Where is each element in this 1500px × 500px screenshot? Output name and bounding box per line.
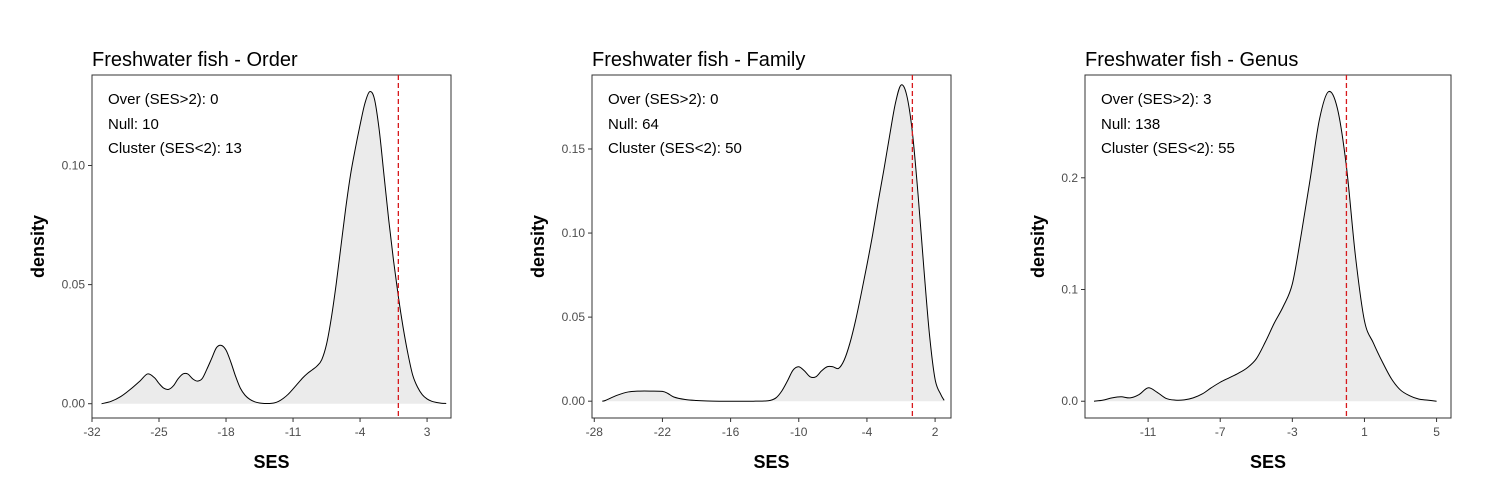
annotation-null: Null: 10: [108, 116, 159, 133]
annotation-over: Over (SES>2): 0: [608, 91, 718, 108]
density-curve: [1093, 90, 1437, 402]
x-tick-label: -32: [83, 425, 101, 439]
y-tick-label: 0.05: [62, 278, 86, 292]
panel-title: Freshwater fish - Family: [592, 49, 805, 71]
y-axis: 0.00 0.05 0.10 0.15: [562, 142, 592, 408]
y-tick-label: 0.0: [1061, 394, 1078, 408]
x-tick-label: -10: [790, 425, 808, 439]
panel-genus: Freshwater fish - Genus -11 -7 -3 1 5 0.0 0.1…: [1028, 49, 1452, 472]
x-axis: -32 -25 -18 -11 -4 3: [83, 418, 431, 439]
panel-title: Freshwater fish - Genus: [1085, 49, 1298, 71]
density-area: [1094, 91, 1437, 402]
x-tick-label: -3: [1287, 425, 1298, 439]
panel-order: Freshwater fish - Order -32 -25 -18 -11 -4 3 …: [28, 49, 452, 472]
x-tick-label: -16: [722, 425, 740, 439]
y-tick-label: 0.05: [562, 310, 586, 324]
y-axis: 0.00 0.05 0.10: [62, 159, 92, 411]
x-tick-label: 1: [1361, 425, 1368, 439]
x-tick-label: -18: [217, 425, 235, 439]
x-axis: -11 -7 -3 1 5: [1140, 418, 1440, 439]
x-tick-label: -11: [1140, 425, 1157, 439]
x-tick-label: -28: [586, 425, 604, 439]
y-tick-label: 0.2: [1061, 171, 1078, 185]
density-curve: [602, 84, 945, 402]
annotation-cluster: Cluster (SES<2): 50: [608, 140, 742, 157]
y-axis-title: density: [28, 215, 48, 278]
x-tick-label: -11: [285, 425, 302, 439]
y-tick-label: 0.1: [1061, 283, 1078, 297]
annotation-over: Over (SES>2): 0: [108, 91, 218, 108]
annotation-cluster: Cluster (SES<2): 13: [108, 140, 242, 157]
density-area: [602, 84, 945, 402]
x-tick-label: -25: [150, 425, 168, 439]
y-tick-label: 0.15: [562, 142, 586, 156]
y-axis-title: density: [528, 215, 548, 278]
annotation-over: Over (SES>2): 3: [1101, 91, 1211, 108]
density-curve: [101, 90, 447, 405]
x-axis-title: SES: [753, 452, 789, 472]
y-tick-label: 0.10: [62, 159, 86, 173]
x-tick-label: -22: [654, 425, 672, 439]
x-tick-label: 2: [932, 425, 939, 439]
y-tick-label: 0.10: [562, 226, 586, 240]
density-area: [101, 91, 447, 404]
panel-title: Freshwater fish - Order: [92, 49, 298, 71]
x-tick-label: 3: [424, 425, 431, 439]
annotation-cluster: Cluster (SES<2): 55: [1101, 140, 1235, 157]
x-tick-label: -4: [862, 425, 873, 439]
x-axis: -28 -22 -16 -10 -4 2: [586, 418, 939, 439]
y-tick-label: 0.00: [62, 397, 86, 411]
y-axis: 0.0 0.1 0.2: [1061, 171, 1085, 408]
annotation-null: Null: 138: [1101, 116, 1160, 133]
y-axis-title: density: [1028, 215, 1048, 278]
panel-family: Freshwater fish - Family -28 -22 -16 -10 -4 2…: [528, 49, 952, 472]
x-tick-label: -7: [1215, 425, 1226, 439]
y-tick-label: 0.00: [562, 394, 586, 408]
x-tick-label: 5: [1433, 425, 1440, 439]
x-axis-title: SES: [253, 452, 289, 472]
x-tick-label: -4: [355, 425, 366, 439]
x-axis-title: SES: [1250, 452, 1286, 472]
annotation-null: Null: 64: [608, 116, 659, 133]
